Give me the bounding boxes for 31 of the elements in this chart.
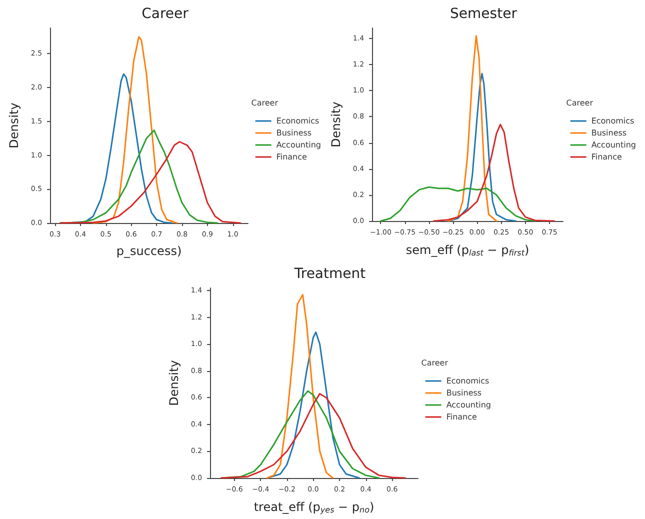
- legend-label: Finance: [276, 152, 308, 162]
- legend-label: Business: [276, 128, 312, 138]
- y-axis-title: Density: [167, 360, 181, 406]
- chart-title: Treatment: [293, 266, 366, 282]
- legend-label: Economics: [276, 116, 320, 126]
- legend-label: Economics: [591, 116, 634, 126]
- y-axis-title: Density: [7, 102, 21, 148]
- y-axis-title: Density: [329, 102, 343, 148]
- legend-label: Economics: [446, 376, 490, 386]
- legend-label: Finance: [591, 152, 622, 162]
- legend-label: Accounting: [276, 140, 321, 150]
- line-series: [266, 294, 334, 479]
- line-series: [220, 392, 406, 479]
- line-series: [59, 141, 242, 224]
- line-series: [447, 35, 498, 222]
- line-series: [433, 124, 556, 222]
- line-series: [266, 331, 360, 479]
- line-series: [92, 36, 178, 224]
- legend-label: Business: [446, 388, 482, 398]
- legend-label: Accounting: [446, 400, 491, 410]
- legend-label: Business: [591, 128, 627, 138]
- chart-title: Career: [142, 6, 189, 22]
- legend-title: Career: [421, 358, 449, 368]
- legend-label: Finance: [446, 412, 478, 422]
- line-series: [447, 72, 516, 222]
- chart-title: Semester: [450, 6, 518, 22]
- line-series: [380, 186, 536, 222]
- legend-label: Accounting: [591, 140, 636, 150]
- legend-title: Career: [566, 98, 594, 108]
- legend-title: Career: [251, 98, 279, 108]
- x-axis-title: p_success): [116, 244, 182, 258]
